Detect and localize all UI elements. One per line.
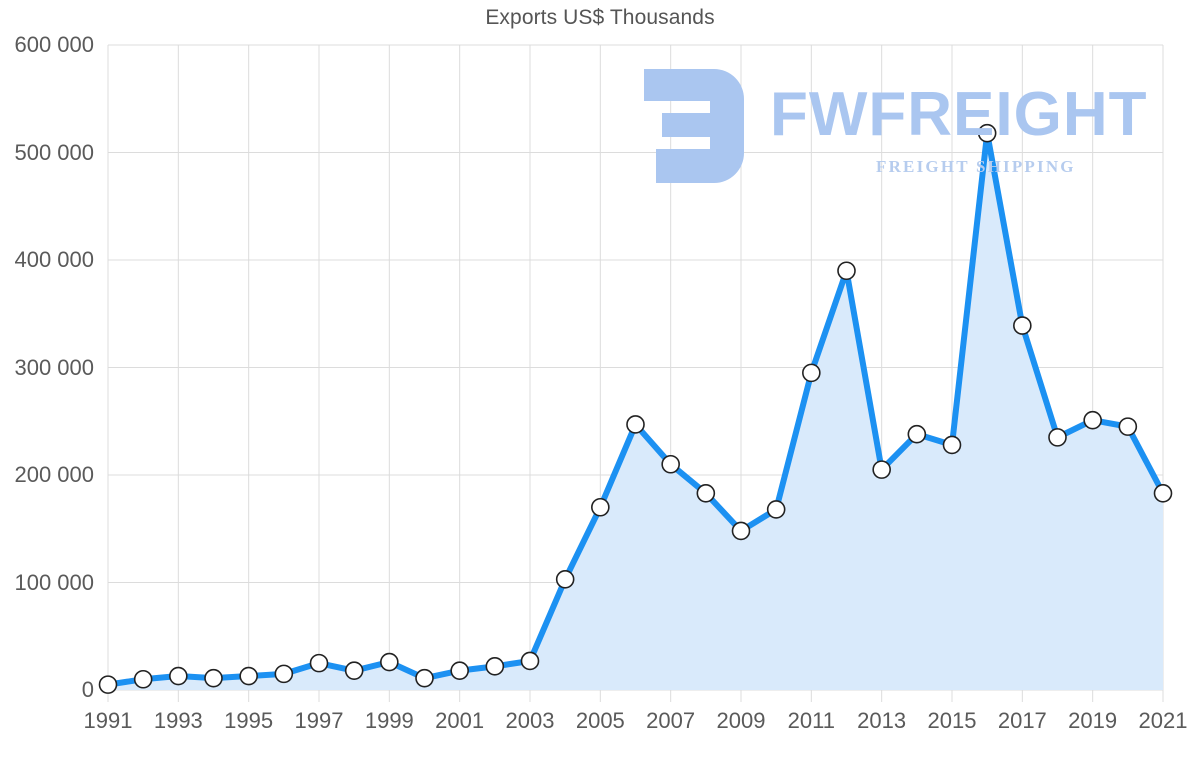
y-axis-tick-label: 500 000: [14, 139, 94, 165]
data-point-marker: [309, 653, 329, 673]
x-axis-tick-label: 2017: [997, 708, 1047, 733]
x-axis-tick-label: 2013: [857, 708, 907, 733]
data-point-marker: [1118, 417, 1138, 436]
y-axis-tick-label: 0: [81, 677, 94, 702]
data-point-marker: [450, 661, 469, 680]
data-point-marker: [802, 363, 821, 383]
data-point-marker: [239, 666, 258, 686]
y-axis-tick-label: 600 000: [14, 32, 94, 57]
data-point-marker: [415, 668, 434, 688]
x-axis-tick-label: 2005: [575, 708, 625, 733]
y-axis-tick-label: 200 000: [14, 462, 94, 487]
data-point-marker: [661, 454, 680, 474]
x-axis-tick-label: 2019: [1068, 708, 1118, 733]
data-point-marker: [133, 669, 153, 689]
chart-title: Exports US$ Thousands: [485, 6, 715, 29]
data-point-marker: [485, 657, 505, 676]
data-point-marker: [204, 668, 223, 688]
data-point-marker: [872, 460, 891, 479]
x-axis-tick-label: 2009: [716, 708, 766, 733]
data-point-marker: [274, 664, 294, 684]
data-point-marker: [344, 661, 364, 680]
data-point-marker: [626, 415, 645, 434]
data-point-marker: [1013, 316, 1032, 335]
data-point-marker: [555, 569, 575, 589]
y-axis-tick-label: 100 000: [14, 569, 94, 595]
x-axis-tick-label: 2011: [787, 708, 835, 733]
x-axis-tick-label: 2021: [1138, 708, 1188, 733]
data-point-marker: [731, 521, 751, 541]
x-axis-tick-label: 1997: [294, 708, 344, 733]
x-axis-tick-label: 2001: [435, 708, 485, 733]
data-point-marker: [942, 435, 962, 455]
x-axis-tick-label: 2015: [927, 708, 977, 733]
data-point-marker: [169, 666, 188, 686]
x-axis-tick-label: 1991: [83, 708, 133, 733]
data-point-marker: [696, 483, 716, 503]
data-point-marker: [837, 261, 856, 281]
data-point-marker: [98, 675, 118, 694]
area-fill: [108, 133, 1163, 690]
data-point-marker: [907, 424, 927, 444]
x-axis-tick-label: 1993: [153, 708, 203, 733]
y-axis-tick-label: 400 000: [14, 247, 94, 272]
data-point-marker: [591, 497, 610, 517]
x-axis-tick-label: 2007: [646, 708, 696, 733]
x-axis-tick-label: 2003: [505, 708, 555, 733]
data-point-marker: [380, 652, 399, 672]
data-point-marker: [520, 651, 540, 671]
data-point-markers: [98, 123, 1173, 694]
data-point-marker: [977, 123, 997, 143]
data-point-marker: [1083, 410, 1102, 430]
x-axis-tick-label: 1995: [224, 708, 274, 733]
x-axis-tick-label: 1999: [364, 708, 414, 733]
data-point-marker: [1048, 428, 1067, 447]
data-point-marker: [1153, 483, 1173, 503]
y-axis-tick-label: 300 000: [14, 354, 94, 380]
data-point-marker: [766, 500, 786, 519]
